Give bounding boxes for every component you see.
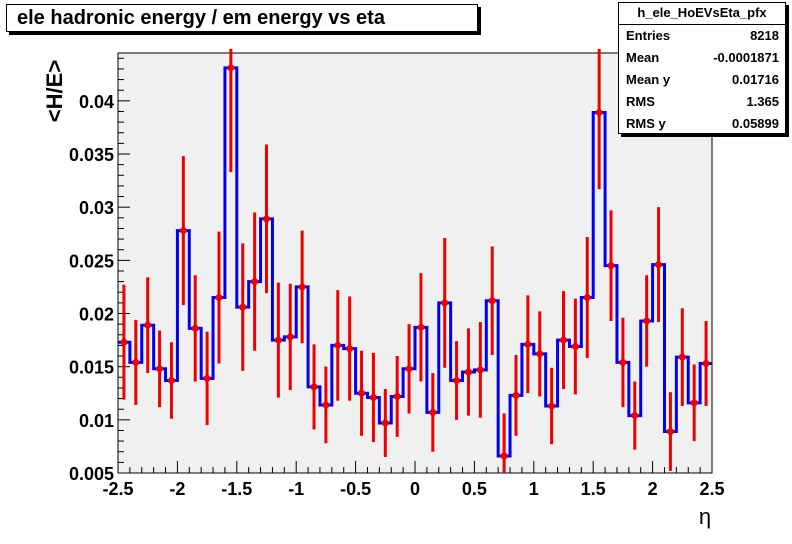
data-point	[548, 402, 556, 410]
stats-row-mean: Mean -0.0001871	[619, 47, 785, 69]
y-axis-label: <H/E>	[42, 60, 67, 122]
stats-label: RMS y	[626, 116, 666, 131]
data-point	[132, 358, 140, 366]
data-point	[358, 389, 366, 397]
data-point	[251, 278, 259, 286]
data-points	[120, 64, 710, 460]
data-point	[690, 399, 698, 407]
data-point	[120, 338, 128, 346]
data-point	[227, 64, 235, 72]
data-point	[500, 452, 508, 460]
x-tick-label: 1.5	[581, 479, 606, 499]
stats-value: 8218	[750, 28, 779, 43]
data-point	[464, 368, 472, 376]
y-axis-ticks: 0.005 0.01 0.015 0.02 0.025 0.03 0.035 0.04	[69, 57, 130, 484]
data-point	[595, 109, 603, 117]
x-tick-label: -2	[169, 479, 185, 499]
data-point	[369, 394, 377, 402]
stats-histogram-name: h_ele_HoEVsEta_pfx	[619, 3, 785, 25]
data-point	[524, 340, 532, 348]
stats-label: Mean y	[626, 72, 671, 87]
stats-box: h_ele_HoEVsEta_pfx Entries 8218 Mean -0.00…	[618, 2, 786, 134]
data-point	[441, 299, 449, 307]
stats-value: 1.365	[746, 94, 779, 109]
data-point	[571, 342, 579, 350]
stats-label: Mean	[626, 50, 660, 65]
data-point	[144, 321, 152, 329]
x-tick-label: -1.5	[221, 479, 252, 499]
y-tick-label: 0.01	[79, 411, 114, 431]
data-point	[560, 336, 567, 344]
y-tick-label: 0.015	[69, 358, 114, 378]
data-point	[607, 262, 615, 270]
data-point	[453, 376, 461, 384]
data-point	[203, 374, 211, 382]
x-tick-label: -0.5	[340, 479, 371, 499]
chart-title: ele hadronic energy / em energy vs eta	[6, 4, 478, 32]
x-axis-label: η	[699, 504, 711, 529]
data-point	[310, 383, 318, 391]
y-tick-label: 0.005	[69, 464, 114, 484]
data-point	[322, 401, 330, 409]
x-tick-label: -1	[288, 479, 304, 499]
x-axis-ticks: -2.5 -2 -1.5 -1 -0.5 0 0.5 1 1.5 2 2.5	[102, 461, 725, 499]
y-tick-label: 0.03	[79, 198, 114, 218]
data-point	[334, 341, 342, 349]
data-point	[702, 359, 710, 367]
stats-label: RMS	[626, 94, 655, 109]
data-point	[417, 323, 425, 331]
data-point	[476, 366, 484, 374]
data-point	[381, 419, 389, 427]
y-tick-label: 0.025	[69, 251, 114, 271]
data-point	[583, 294, 591, 302]
data-point	[179, 227, 187, 235]
data-point	[405, 365, 413, 373]
data-point	[239, 303, 247, 311]
y-tick-label: 0.035	[69, 145, 114, 165]
data-point	[298, 283, 306, 291]
data-point	[263, 215, 270, 223]
x-tick-label: -2.5	[102, 479, 133, 499]
data-point	[167, 376, 175, 384]
x-tick-label: 2.5	[699, 479, 724, 499]
x-tick-label: 0	[410, 479, 420, 499]
stats-row-rms-y: RMS y 0.05899	[619, 113, 785, 135]
data-point	[678, 353, 686, 361]
x-tick-label: 2	[648, 479, 658, 499]
stats-value: 0.01716	[732, 72, 779, 87]
data-point	[429, 408, 437, 416]
data-point	[274, 336, 282, 344]
data-point	[655, 261, 663, 269]
data-point	[619, 358, 627, 366]
stats-row-entries: Entries 8218	[619, 25, 785, 47]
data-point	[393, 392, 401, 400]
data-point	[666, 428, 674, 436]
data-point	[488, 297, 496, 305]
y-tick-label: 0.04	[79, 92, 114, 112]
stats-row-mean-y: Mean y 0.01716	[619, 69, 785, 91]
stats-value: -0.0001871	[713, 50, 779, 65]
data-point	[286, 333, 294, 341]
data-point	[156, 365, 164, 373]
data-point	[512, 391, 520, 399]
data-point	[215, 294, 223, 302]
y-tick-label: 0.02	[79, 305, 114, 325]
stats-row-rms: RMS 1.365	[619, 91, 785, 113]
x-tick-label: 1	[529, 479, 539, 499]
stats-value: 0.05899	[732, 116, 779, 131]
data-point	[346, 345, 354, 353]
data-point	[536, 350, 544, 358]
data-point	[191, 324, 199, 332]
stats-label: Entries	[626, 28, 671, 43]
data-point	[631, 412, 639, 420]
x-tick-label: 0.5	[462, 479, 487, 499]
data-point	[643, 317, 651, 325]
